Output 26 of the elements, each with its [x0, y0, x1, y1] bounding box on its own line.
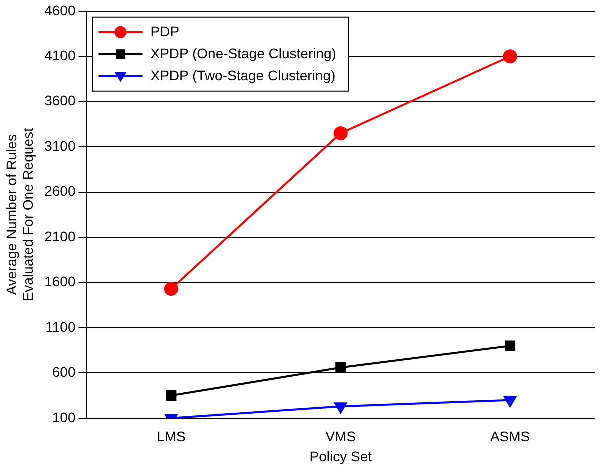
point: [505, 340, 516, 352]
y-tick-label: 4600: [44, 2, 76, 18]
legend-label: XPDP (Two-Stage Clustering): [150, 67, 336, 84]
point: [164, 282, 178, 296]
x-tick-label: LMS: [157, 428, 186, 445]
y-tick-label: 2600: [44, 183, 76, 200]
legend-label: PDP: [150, 23, 180, 40]
point: [166, 390, 177, 402]
y-axis-title: Average Number of Rules Evaluated For One Request: [3, 128, 36, 302]
y-tick-label: 100: [52, 409, 76, 426]
y-tick-label: 1600: [44, 274, 76, 290]
y-tick-label: 4100: [44, 47, 76, 64]
y-tick-label: 1100: [46, 318, 76, 335]
legend-label: XPDP (One-Stage Clustering): [150, 45, 336, 62]
point: [334, 402, 348, 414]
x-tick-label: VMS: [326, 428, 356, 445]
y-tick-label: 3600: [44, 92, 76, 109]
y-tick-label: 600: [52, 364, 76, 380]
point: [504, 396, 516, 408]
x-tick-label: ASMS: [490, 428, 530, 445]
point: [334, 126, 348, 140]
y-tick-label: 3100: [44, 138, 76, 154]
point: [336, 362, 346, 373]
point: [503, 50, 518, 64]
x-axis-title: Policy Set: [310, 448, 372, 464]
y-tick-label: 2100: [44, 228, 76, 244]
